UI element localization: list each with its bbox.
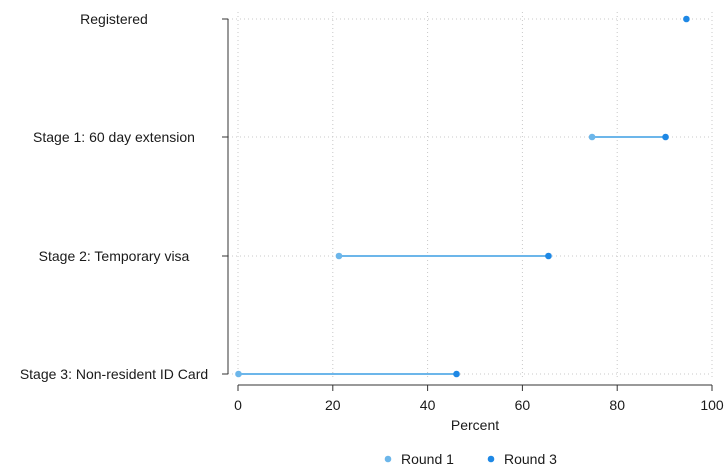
x-tick-label: 60: [515, 397, 531, 413]
category-label: Stage 3: Non-resident ID Card: [20, 366, 208, 382]
axes: [222, 18, 713, 391]
point-round-1: [588, 133, 596, 141]
x-tick-label: 40: [420, 397, 436, 413]
point-round-3: [683, 15, 690, 23]
x-tick-label: 80: [609, 397, 625, 413]
x-tick-label: 20: [325, 397, 341, 413]
point-round-1: [235, 370, 242, 378]
x-axis-title: Percent: [451, 417, 499, 433]
x-tick-labels: 0 20 40 60 80 100: [234, 397, 724, 413]
point-round-3: [453, 370, 460, 378]
data-marks: [235, 15, 690, 378]
x-tick-label: 0: [234, 397, 242, 413]
grid-lines: [228, 12, 713, 379]
x-tick-label: 100: [700, 397, 724, 413]
legend: Round 1 Round 3: [384, 451, 557, 467]
point-round-1: [335, 252, 343, 260]
point-round-3: [545, 252, 552, 260]
legend-label: Round 3: [504, 451, 557, 467]
point-round-3: [662, 133, 669, 141]
category-labels: Registered Stage 1: 60 day extension Stage…: [20, 11, 208, 382]
legend-marker-1: [384, 455, 392, 463]
category-label: Stage 1: 60 day extension: [33, 129, 195, 145]
legend-marker-2: [487, 455, 495, 463]
category-label: Registered: [80, 11, 148, 27]
category-label: Stage 2: Temporary visa: [39, 248, 190, 264]
legend-label: Round 1: [401, 451, 454, 467]
